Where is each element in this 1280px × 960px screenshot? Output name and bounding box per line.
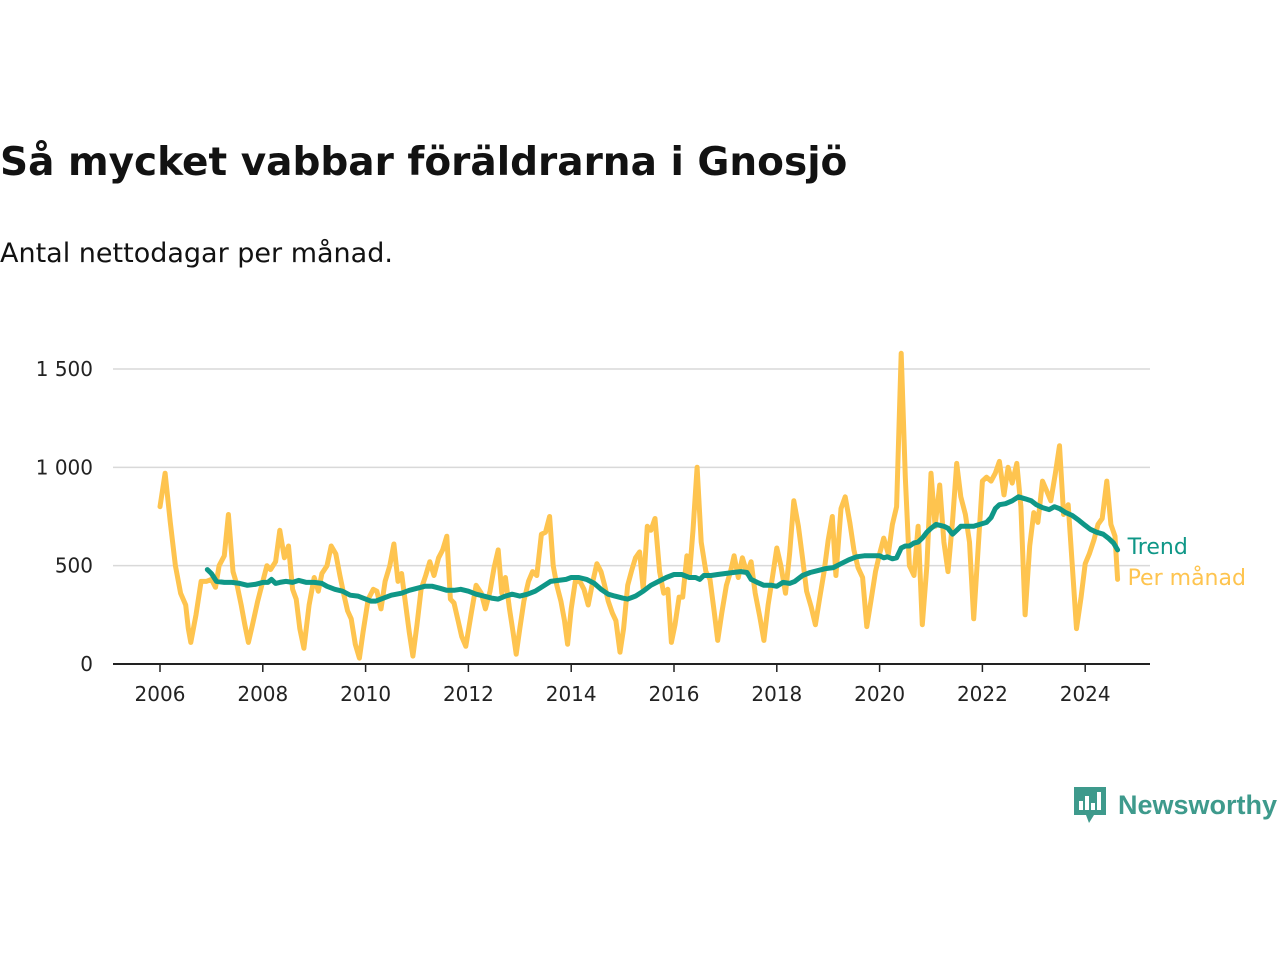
x-tick-label: 2014	[546, 682, 597, 706]
y-tick-label: 0	[80, 652, 93, 676]
x-tick-label: 2006	[135, 682, 186, 706]
x-tick-label: 2010	[340, 682, 391, 706]
x-tick-label: 2018	[751, 682, 802, 706]
trend-label: Trend	[1127, 535, 1188, 560]
y-axis-ticks: 0 500 1 000 1 500	[36, 357, 93, 676]
x-tick-label: 2008	[237, 682, 288, 706]
x-tick-label: 2012	[443, 682, 494, 706]
x-tick-label: 2016	[649, 682, 700, 706]
y-tick-label: 1 500	[36, 357, 93, 381]
chart-subtitle: Antal nettodagar per månad.	[0, 238, 393, 269]
y-tick-label: 500	[55, 554, 93, 578]
series-lines	[157, 350, 1121, 661]
series-labels: Per månad Trend	[1127, 535, 1246, 591]
x-tick-label: 2020	[854, 682, 905, 706]
newsworthy-icon	[1074, 787, 1106, 823]
chart-title: Så mycket vabbar föräldrarna i Gnosjö	[0, 140, 848, 185]
y-tick-label: 1 000	[36, 455, 93, 479]
x-tick-label: 2022	[957, 682, 1008, 706]
trend-line	[204, 494, 1121, 604]
gridlines	[113, 368, 1150, 567]
monthly-line	[157, 350, 1121, 661]
brand-name: Newsworthy	[1118, 789, 1278, 820]
monthly-label: Per månad	[1128, 565, 1246, 591]
newsworthy-logo: Newsworthy	[1072, 785, 1277, 825]
x-axis: 2006 2008 2010 2012 2014 2016 2018 2020 2022 2024	[113, 663, 1150, 706]
x-tick-label: 2024	[1060, 682, 1111, 706]
